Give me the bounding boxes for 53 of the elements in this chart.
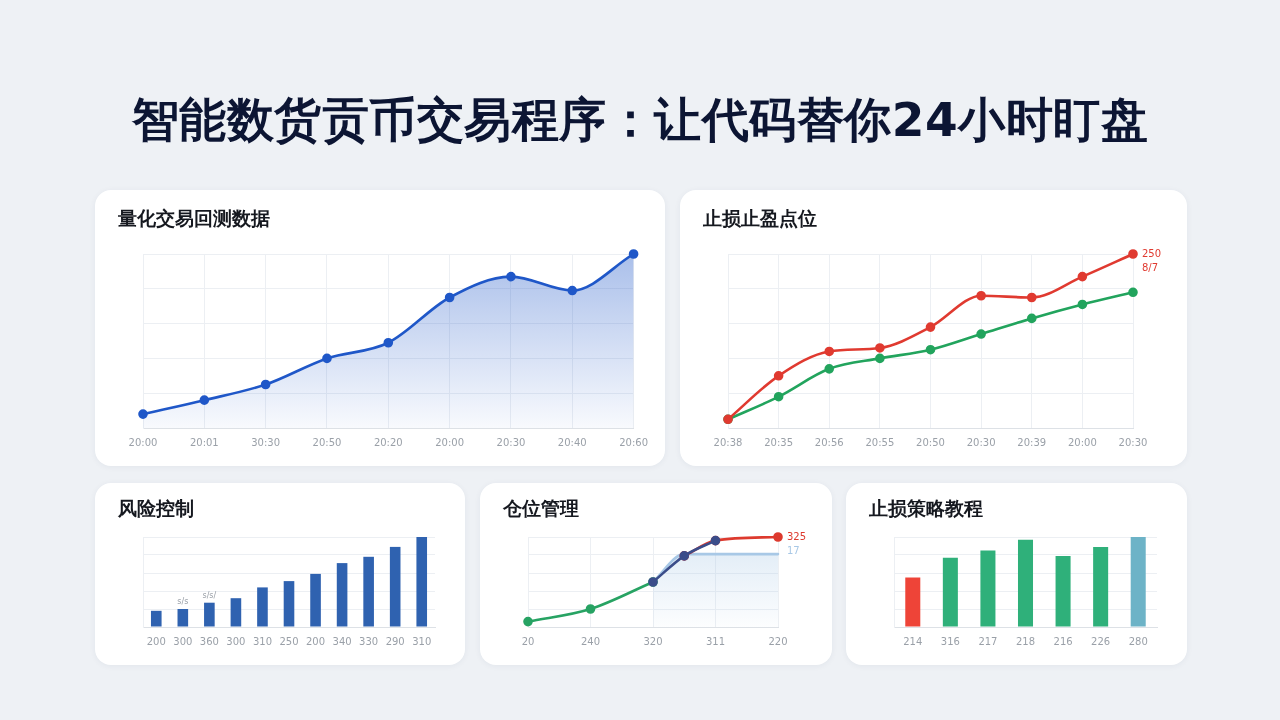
x-tick-label: 20:56 — [814, 436, 844, 448]
text: 17 — [787, 544, 800, 556]
x-tick-label: 20:00 — [128, 436, 158, 448]
chart-title: 量化交易回测数据 — [118, 206, 270, 231]
x-tick-label: 20:60 — [619, 436, 648, 448]
x-tick-label: 20:38 — [713, 436, 743, 448]
x-tick-label: 290 — [385, 635, 405, 647]
x-tick-label: 330 — [359, 635, 379, 647]
x-tick-label: 20:00 — [1067, 436, 1097, 448]
x-tick-label: 300 — [173, 635, 193, 647]
x-tick-label: 340 — [332, 635, 352, 647]
x-tick-label: 226 — [1091, 635, 1111, 647]
x-tick-label: 250 — [279, 635, 299, 647]
text: 8/7 — [1142, 261, 1159, 273]
x-tick-label: 220 — [768, 635, 788, 647]
x-tick-label: 20:30 — [496, 436, 526, 448]
x-tick-label: 310 — [252, 635, 272, 647]
x-tick-label: 311 — [705, 635, 726, 647]
x-tick-label: 240 — [580, 635, 601, 647]
x-tick-label: 200 — [146, 635, 166, 647]
x-tick-label: 20:55 — [865, 436, 895, 448]
chart-title: 止损策略教程 — [869, 496, 983, 521]
x-tick-label: 20:00 — [435, 436, 465, 448]
x-tick-label: 20:50 — [312, 436, 342, 448]
x-tick-label: 20:01 — [189, 436, 219, 448]
x-tick-label: 320 — [643, 635, 663, 647]
chart-title: 风险控制 — [118, 496, 194, 521]
x-tick-label: 20:39 — [1017, 436, 1047, 448]
x-tick-label: 360 — [199, 635, 219, 647]
text: 智能数货贡币交易程序：让代码替你24小时盯盘 — [131, 90, 1149, 149]
x-tick-label: 310 — [412, 635, 432, 647]
x-tick-label: 20:40 — [557, 436, 587, 448]
annotation: s/s — [177, 597, 189, 607]
x-tick-label: 20:30 — [966, 436, 996, 448]
x-tick-label: 316 — [940, 635, 960, 647]
x-tick-label: 216 — [1053, 635, 1073, 647]
chart-title: 止损止盈点位 — [703, 206, 817, 231]
x-tick-label: 218 — [1015, 635, 1036, 647]
chart-title: 仓位管理 — [503, 496, 579, 521]
x-tick-label: 217 — [978, 635, 998, 647]
x-tick-label: 30:30 — [251, 436, 281, 448]
x-tick-label: 20:20 — [373, 436, 403, 448]
text: 325 — [787, 530, 807, 542]
x-tick-label: 280 — [1128, 635, 1148, 647]
x-tick-label: 300 — [226, 635, 246, 647]
x-tick-label: 214 — [903, 635, 923, 647]
annotation: s/s/ — [202, 590, 217, 600]
x-tick-label: 20:35 — [764, 436, 794, 448]
text: 250 — [1142, 247, 1162, 259]
x-tick-label: 200 — [306, 635, 326, 647]
x-tick-label: 20 — [521, 635, 535, 647]
x-tick-label: 20:50 — [916, 436, 945, 448]
x-tick-label: 20:30 — [1118, 436, 1148, 448]
